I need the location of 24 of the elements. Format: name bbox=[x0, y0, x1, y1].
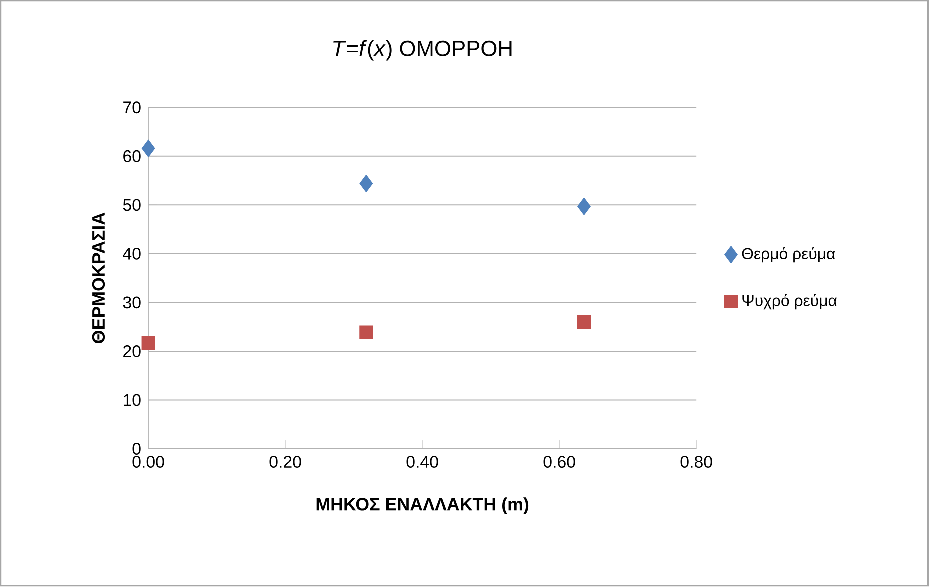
x-tick-label: 0.00 bbox=[132, 456, 164, 468]
x-tick-label: 0.80 bbox=[680, 456, 712, 468]
x-tick-label: 0.60 bbox=[544, 456, 576, 468]
y-tick-label: 50 bbox=[123, 199, 141, 212]
point bbox=[360, 175, 374, 193]
x-tick-label: 0.20 bbox=[270, 456, 302, 468]
y-tick-label: 70 bbox=[124, 102, 141, 114]
legend-label: Ψυχρό ρεύμα bbox=[742, 294, 837, 310]
y-tick-label: 30 bbox=[123, 296, 141, 309]
y-axis-title: ΘΕΡΜΟΚΡΑΣΙΑ bbox=[92, 213, 106, 344]
x-tick-label: 0.40 bbox=[406, 456, 438, 468]
point bbox=[577, 316, 592, 330]
point bbox=[578, 198, 591, 216]
y-tick-label: 10 bbox=[124, 394, 141, 406]
point bbox=[360, 326, 374, 340]
legend-label: Θερμό ρεύμα bbox=[742, 248, 836, 263]
point bbox=[142, 140, 156, 158]
y-tick-label: 20 bbox=[124, 346, 141, 358]
y-tick-label: 40 bbox=[123, 248, 141, 260]
y-tick-label: 0 bbox=[132, 443, 141, 456]
chart-title: T=f(x) ΟΜΟΡΡΟΗ bbox=[334, 40, 512, 61]
y-tick-label: 60 bbox=[124, 150, 141, 163]
x-axis-title: ΜΗΚΟΣ ΕΝΑΛΛΑΚΤΗ (m) bbox=[316, 498, 529, 515]
point bbox=[142, 336, 156, 350]
